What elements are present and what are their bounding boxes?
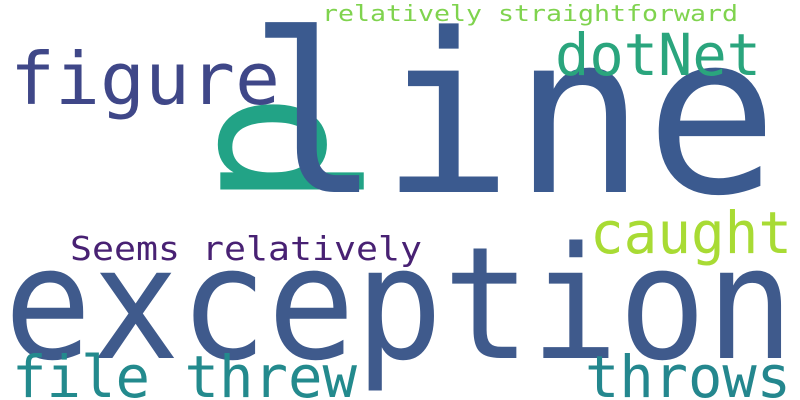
word-dotnet: dotNet [555, 21, 761, 89]
word-caught: caught [590, 199, 792, 267]
word-seems-relatively: Seems relatively [70, 229, 422, 268]
word-line: line [248, 0, 778, 245]
word-throws: throws [585, 343, 791, 400]
word-p: p [148, 93, 369, 207]
word-file-threw: file threw [12, 343, 357, 400]
word-relatively-straightforward: relatively straightforward [322, 2, 738, 27]
word-figure: figure [10, 37, 280, 121]
word-exception: exception [4, 213, 794, 395]
